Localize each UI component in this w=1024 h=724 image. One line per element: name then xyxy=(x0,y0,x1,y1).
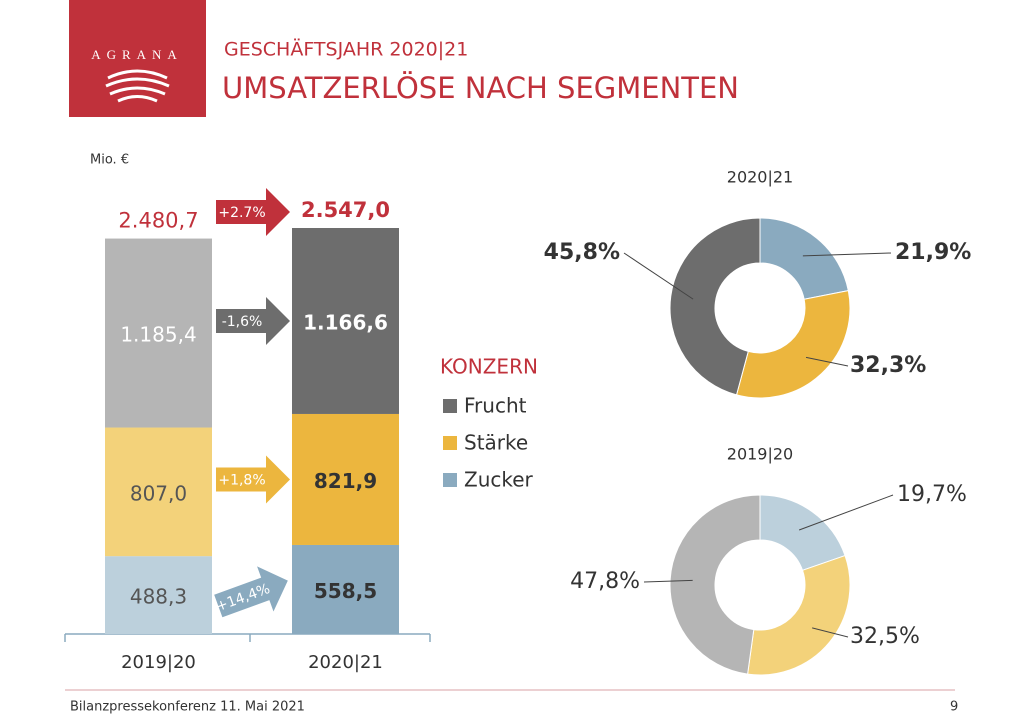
leader-line xyxy=(643,579,693,583)
title: UMSATZERLÖSE NACH SEGMENTEN xyxy=(222,71,739,105)
arrow-shape xyxy=(214,566,288,618)
legend-title: KONZERN xyxy=(440,355,538,379)
donut-slice xyxy=(747,554,851,676)
page-number: 9 xyxy=(950,700,958,715)
value-label: 1.185,4 xyxy=(120,323,196,347)
logo-text: AGRANA xyxy=(91,47,183,62)
x-tick-label: 2019|20 xyxy=(121,652,196,673)
subtitle: GESCHÄFTSJAHR 2020|21 xyxy=(224,38,468,61)
leader-line xyxy=(805,356,849,367)
x-tick-label: 2020|21 xyxy=(308,652,383,673)
donut-label: 47,8% xyxy=(570,569,640,594)
bar-segment xyxy=(105,556,212,634)
unit-label: Mio. € xyxy=(90,153,129,168)
donut-label: 19,7% xyxy=(897,482,967,507)
donut-slice xyxy=(759,217,849,300)
value-label: 807,0 xyxy=(130,481,187,505)
change-label: -1,6% xyxy=(222,314,263,330)
total-label: 2.547,0 xyxy=(301,198,390,222)
total-label: 2.480,7 xyxy=(118,209,198,233)
donut-slice xyxy=(759,494,846,571)
donut-slice xyxy=(669,494,761,675)
legend-swatch xyxy=(443,436,457,450)
donut-label: 32,3% xyxy=(850,353,926,378)
leader-line xyxy=(802,252,892,257)
arrow-shape xyxy=(216,188,290,236)
donut-slice xyxy=(735,289,851,399)
arrow-shape xyxy=(216,296,290,345)
leader-line xyxy=(812,627,849,638)
legend-label: Zucker xyxy=(464,468,534,492)
logo-graphic xyxy=(105,69,170,103)
legend-label: Frucht xyxy=(464,394,527,418)
leader-line xyxy=(798,494,894,531)
value-label: 558,5 xyxy=(314,579,377,603)
donut-title: 2020|21 xyxy=(727,168,793,187)
change-label: +2.7% xyxy=(218,205,265,221)
value-label: 1.166,6 xyxy=(303,310,388,334)
legend-swatch xyxy=(443,473,457,487)
legend-label: Stärke xyxy=(464,431,528,455)
footer-text: Bilanzpressekonferenz 11. Mai 2021 xyxy=(70,700,305,715)
change-arrow: +2.7% xyxy=(216,188,290,236)
change-arrow: +14,4% xyxy=(214,566,288,618)
value-label: 488,3 xyxy=(130,585,187,609)
legend-swatch xyxy=(443,399,457,413)
bar-segment xyxy=(292,413,399,545)
bar-segment xyxy=(105,427,212,557)
arrow-shape xyxy=(216,455,290,504)
donut-slice xyxy=(669,217,761,396)
bar-segment xyxy=(292,228,399,414)
bar-segment xyxy=(105,238,212,428)
bar-segment xyxy=(292,544,399,634)
change-arrow: +1,8% xyxy=(216,455,290,504)
change-label: +1,8% xyxy=(218,472,265,488)
leader-line xyxy=(623,252,694,300)
value-label: 821,9 xyxy=(314,469,377,493)
donut-label: 21,9% xyxy=(895,240,971,265)
donut-label: 45,8% xyxy=(544,240,620,265)
donut-label: 32,5% xyxy=(850,624,920,649)
donut-title: 2019|20 xyxy=(727,445,793,464)
change-arrow: -1,6% xyxy=(216,296,290,345)
